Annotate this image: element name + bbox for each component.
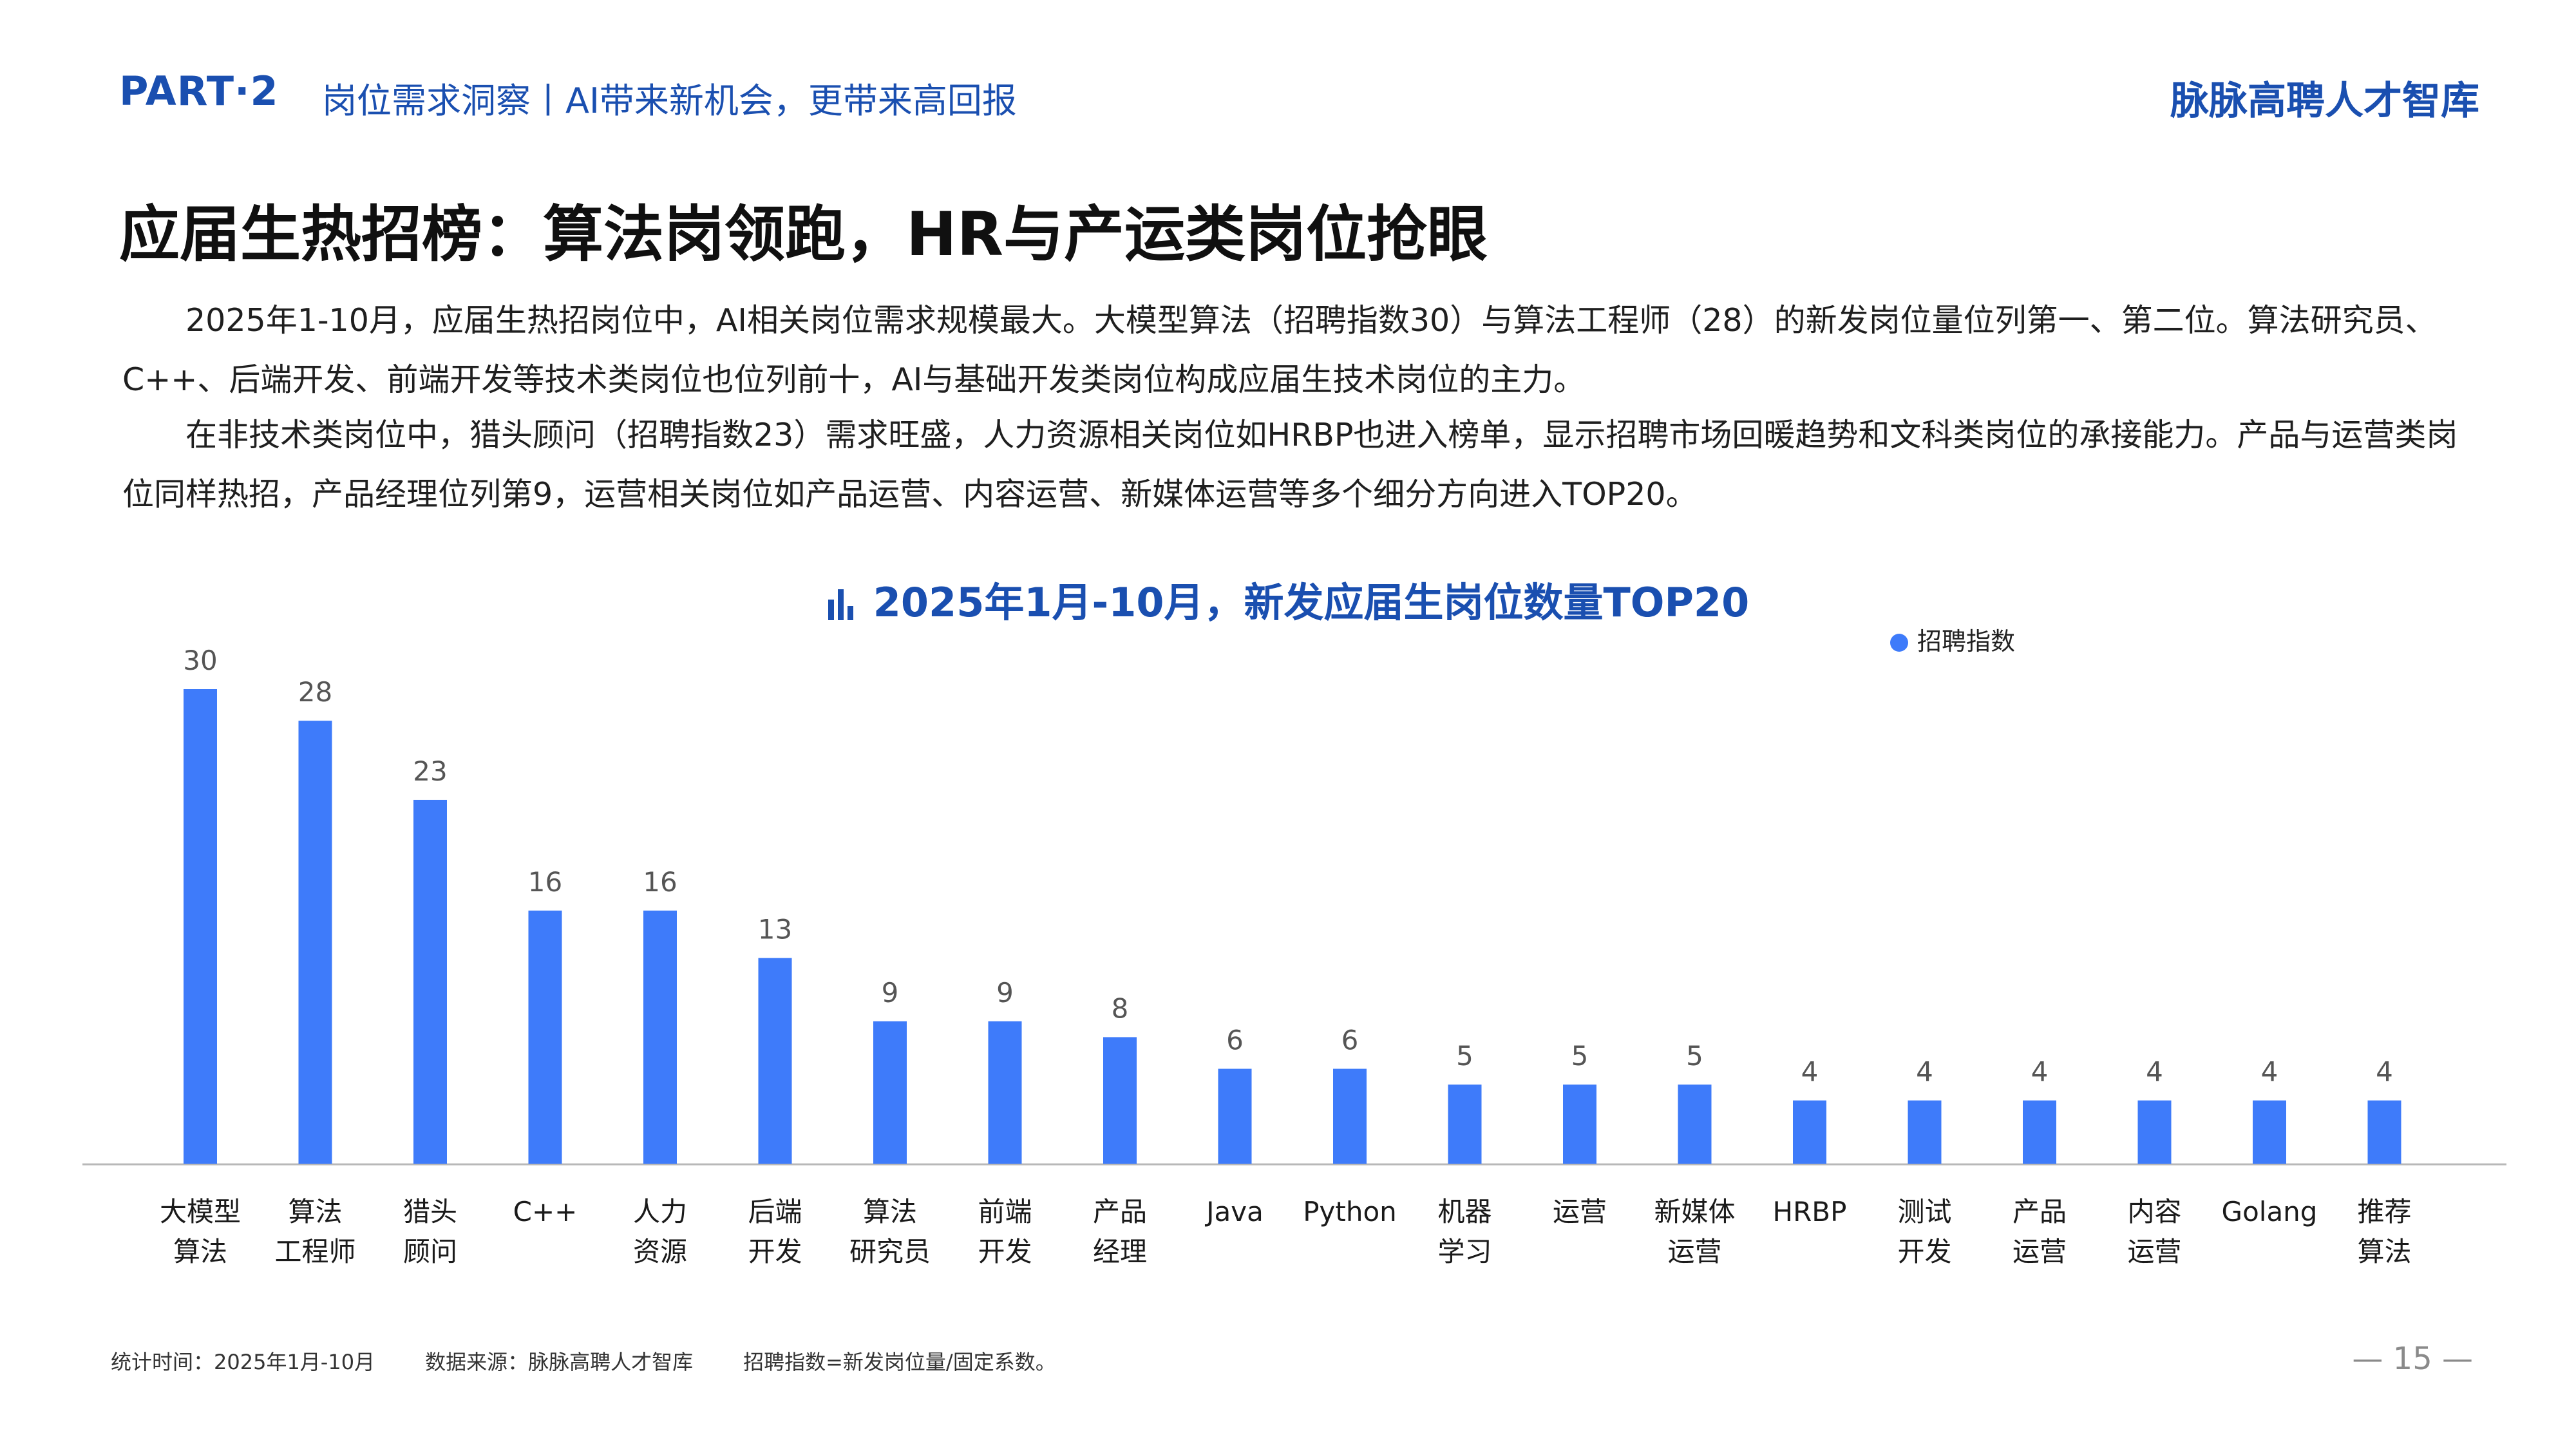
category-label: 开发 (1897, 1236, 1951, 1267)
header-part: PART·2 (119, 68, 279, 115)
bar-value-label: 30 (183, 645, 217, 676)
category-label: 资源 (633, 1236, 687, 1267)
bar (1333, 1068, 1367, 1164)
category-label: 前端 (978, 1196, 1032, 1227)
category-label: 新媒体 (1654, 1196, 1735, 1227)
page-number: — 15 — (2352, 1341, 2473, 1377)
bar-value-label: 4 (1916, 1056, 1933, 1088)
bar (1218, 1068, 1252, 1164)
header-subtitle: 岗位需求洞察丨AI带来新机会，更带来高回报 (322, 80, 1017, 121)
paragraph-1: 2025年1-10月，应届生热招岗位中，AI相关岗位需求规模最大。大模型算法（招… (122, 302, 2437, 398)
category-label: 运营 (2127, 1236, 2181, 1267)
footnote-source: 数据来源：脉脉高聘人才智库 (425, 1350, 694, 1374)
category-label: 测试 (1897, 1196, 1951, 1227)
category-label: 推荐 (2357, 1196, 2411, 1227)
category-label: 开发 (748, 1236, 802, 1267)
bar (413, 799, 447, 1164)
category-label: 运营 (1553, 1196, 1607, 1227)
bar (2023, 1100, 2056, 1164)
category-label: C++ (513, 1196, 578, 1227)
category-label: 产品 (1093, 1196, 1147, 1227)
category-label: 经理 (1093, 1236, 1147, 1267)
bar (873, 1021, 907, 1164)
category-label: HRBP (1773, 1196, 1847, 1227)
bar-value-label: 4 (2261, 1056, 2278, 1088)
paragraph-2: 在非技术类岗位中，猎头顾问（招聘指数23）需求旺盛，人力资源相关岗位如HRBP也… (122, 417, 2458, 513)
category-label: 算法 (863, 1196, 917, 1227)
category-label: 运营 (2012, 1236, 2067, 1267)
category-label: 内容 (2127, 1196, 2181, 1227)
category-label: 大模型 (160, 1196, 241, 1227)
bar (184, 689, 217, 1164)
bar-value-label: 16 (643, 866, 677, 898)
bar (1448, 1084, 1482, 1164)
bar-value-label: 16 (528, 866, 562, 898)
bar-value-label: 5 (1686, 1040, 1703, 1072)
category-label: 机器 (1437, 1196, 1492, 1227)
chart-legend: 招聘指数 (1890, 621, 2015, 657)
footnote-stat-time: 统计时间：2025年1月-10月 (111, 1350, 375, 1374)
bar-value-label: 5 (1456, 1040, 1473, 1072)
chart-title-text: 2025年1月-10月，新发应届生岗位数量TOP20 (873, 579, 1750, 626)
bar (1908, 1100, 1942, 1164)
footnote: 统计时间：2025年1月-10月 数据来源：脉脉高聘人才智库 招聘指数=新发岗位量/… (111, 1346, 1106, 1376)
bar-value-label: 6 (1341, 1025, 1359, 1056)
bar (2367, 1100, 2401, 1164)
category-label: 工程师 (274, 1236, 355, 1267)
footnote-note: 招聘指数=新发岗位量/固定系数。 (743, 1350, 1056, 1374)
bar (298, 721, 332, 1164)
bar (1678, 1084, 1712, 1164)
bar (2253, 1100, 2286, 1164)
bar-value-label: 6 (1226, 1025, 1244, 1056)
chart-title: 2025年1月-10月，新发应届生岗位数量TOP20 (0, 570, 2576, 630)
category-label: 产品 (2012, 1196, 2067, 1227)
bar (1103, 1037, 1137, 1164)
brand-name: 脉脉高聘人才智库 (2170, 79, 2479, 124)
category-label: 算法 (173, 1236, 227, 1267)
bar-value-label: 9 (996, 977, 1014, 1009)
bar-value-label: 23 (413, 755, 447, 787)
category-label: Golang (2222, 1196, 2318, 1227)
legend-label: 招聘指数 (1917, 627, 2016, 656)
bar-value-label: 28 (298, 676, 332, 708)
bar-value-label: 4 (2146, 1056, 2163, 1088)
bar (988, 1021, 1022, 1164)
category-label: 算法 (2357, 1236, 2411, 1267)
category-label: 顾问 (403, 1236, 457, 1267)
category-label: 猎头 (403, 1196, 457, 1227)
bar-value-label: 4 (2376, 1056, 2393, 1088)
category-label: 研究员 (849, 1236, 931, 1267)
bar (528, 910, 562, 1164)
bar-value-label: 8 (1112, 992, 1129, 1024)
bar-value-label: 4 (2031, 1056, 2049, 1088)
bar-value-label: 4 (1801, 1056, 1819, 1088)
bar-value-label: 9 (882, 977, 899, 1009)
bar (1563, 1084, 1596, 1164)
bar (643, 910, 677, 1164)
page-title: 应届生热招榜：算法岗领跑，HR与产运类岗位抢眼 (119, 200, 1488, 270)
category-label: 后端 (748, 1196, 802, 1227)
bar-chart-icon (827, 583, 855, 630)
category-label: 开发 (978, 1236, 1032, 1267)
bar-value-label: 13 (758, 914, 792, 945)
category-label: Java (1204, 1196, 1264, 1227)
bar (1793, 1100, 1826, 1164)
bar-value-label: 5 (1571, 1040, 1589, 1072)
category-label: 算法 (288, 1196, 342, 1227)
bar (758, 958, 792, 1164)
category-label: 人力 (633, 1196, 687, 1227)
legend-dot-icon (1890, 634, 1908, 652)
bar (2137, 1100, 2172, 1164)
category-label: 学习 (1437, 1236, 1492, 1267)
category-label: 运营 (1667, 1236, 1721, 1267)
category-label: Python (1303, 1196, 1397, 1227)
